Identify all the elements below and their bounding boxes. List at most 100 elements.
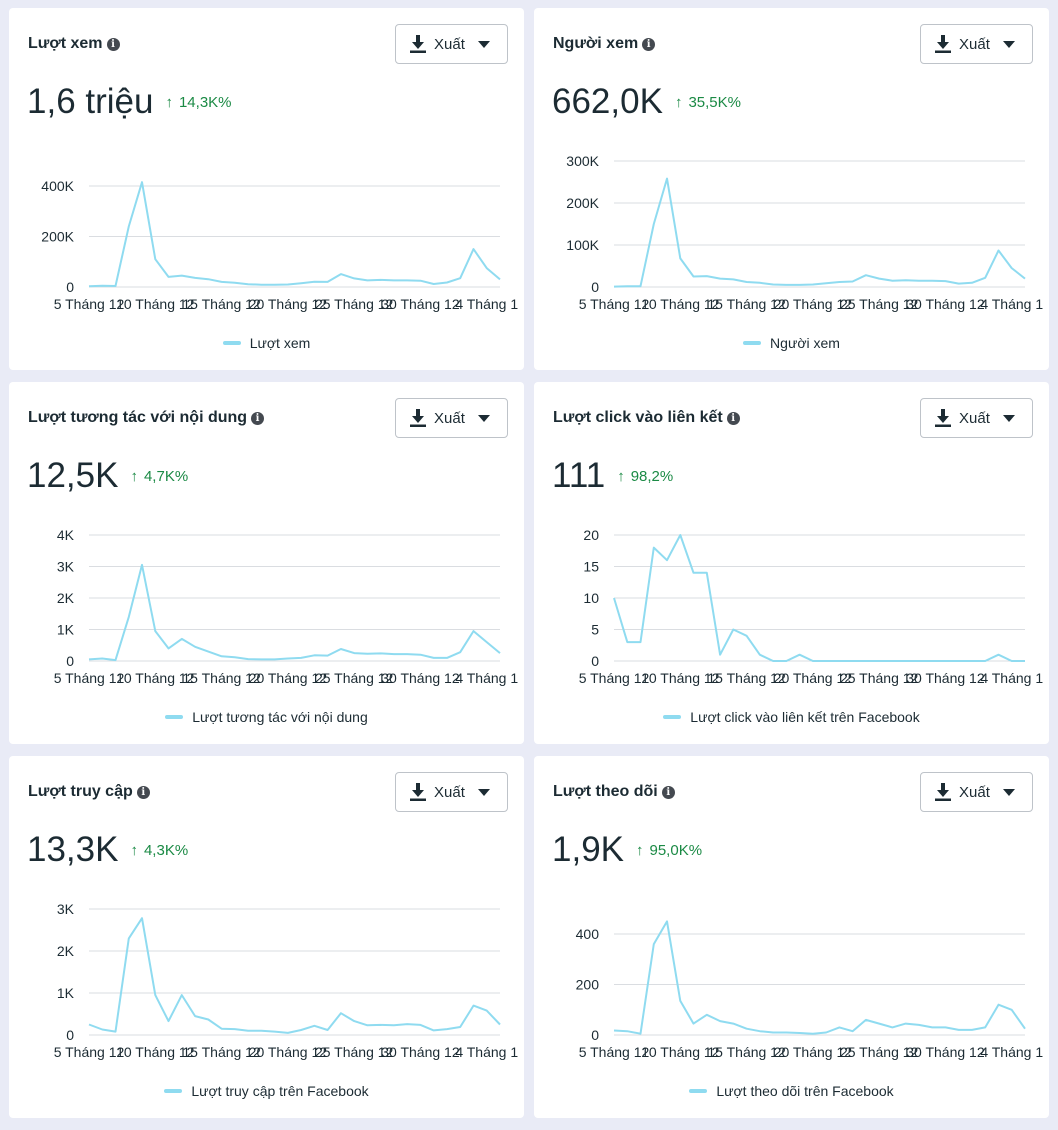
y-tick-label: 2K: [57, 943, 75, 959]
metric-value: 13,3K: [27, 830, 119, 869]
y-tick-label: 0: [591, 279, 599, 295]
card-title: Người xem i: [553, 35, 656, 53]
legend-swatch: [164, 1089, 183, 1093]
chart-legend[interactable]: Người xem: [534, 335, 1049, 351]
series-line[interactable]: [613, 177, 1026, 288]
series-line[interactable]: [613, 920, 1026, 1035]
follows-card: Lượt theo dõi i Xuất 1,9K ↑ 95,0K% 0 200 4…: [534, 756, 1049, 1118]
x-tick-label: 4 Tháng 1: [980, 1044, 1043, 1060]
export-button[interactable]: Xuất: [395, 24, 508, 64]
legend-label: Lượt theo dõi trên Facebook: [716, 1083, 894, 1099]
card-title-text: Lượt tương tác với nội dung: [28, 409, 248, 426]
export-button-label: Xuất: [959, 409, 990, 427]
x-tick-label: 20 Tháng 12: [774, 1044, 853, 1060]
x-tick-label: 4 Tháng 1: [980, 296, 1043, 312]
export-button[interactable]: Xuất: [920, 772, 1033, 812]
x-tick-label: 25 Tháng 12: [840, 296, 919, 312]
x-tick-label: 20 Tháng 12: [774, 296, 853, 312]
series-line[interactable]: [88, 181, 501, 288]
chart-legend[interactable]: Lượt xem: [9, 335, 524, 351]
y-tick-label: 3K: [57, 559, 75, 575]
info-icon[interactable]: i: [642, 37, 656, 51]
metric-change-value: 4,3K%: [143, 841, 189, 859]
card-title: Lượt theo dõi i: [553, 783, 675, 801]
y-tick-label: 3K: [57, 901, 75, 917]
y-tick-label: 0: [591, 653, 599, 669]
chart-legend[interactable]: Lượt tương tác với nội dung: [9, 709, 524, 725]
y-tick-label: 0: [66, 653, 74, 669]
x-tick-label: 5 Tháng 12: [579, 1044, 650, 1060]
metric-summary: 13,3K ↑ 4,3K%: [27, 830, 188, 870]
x-tick-label: 25 Tháng 12: [315, 296, 394, 312]
x-tick-label: 15 Tháng 12: [707, 670, 786, 686]
card-title: Lượt tương tác với nội dung i: [28, 409, 265, 427]
x-tick-label: 10 Tháng 12: [116, 670, 195, 686]
chart-legend[interactable]: Lượt truy cập trên Facebook: [9, 1083, 524, 1099]
content-interactions-card: Lượt tương tác với nội dung i Xuất 12,5K…: [9, 382, 524, 744]
legend-swatch: [165, 715, 184, 719]
metric-change-value: 35,5K%: [688, 93, 741, 111]
x-tick-label: 30 Tháng 12: [906, 670, 985, 686]
x-tick-label: 10 Tháng 12: [116, 296, 195, 312]
views-card: Lượt xem i Xuất 1,6 triệu ↑ 14,3K% 0 200K…: [9, 8, 524, 370]
series-line[interactable]: [88, 917, 501, 1034]
y-tick-label: 0: [66, 279, 74, 295]
metric-change-value: 4,7K%: [143, 467, 189, 485]
series-line[interactable]: [613, 534, 1025, 662]
metric-change: ↑ 98,2%: [617, 468, 673, 485]
y-tick-label: 400: [576, 926, 600, 942]
chart-legend[interactable]: Lượt theo dõi trên Facebook: [534, 1083, 1049, 1099]
y-tick-label: 0: [66, 1027, 74, 1043]
caret-down-icon: [477, 414, 490, 422]
metric-value: 12,5K: [27, 456, 119, 495]
y-tick-label: 200K: [41, 229, 74, 245]
x-tick-label: 10 Tháng 12: [641, 1044, 720, 1060]
legend-label: Lượt tương tác với nội dung: [192, 709, 368, 725]
metric-value: 1,6 triệu: [27, 82, 154, 121]
x-tick-label: 5 Tháng 12: [579, 670, 650, 686]
legend-swatch: [743, 341, 762, 345]
x-tick-label: 5 Tháng 12: [54, 670, 125, 686]
y-tick-label: 1K: [57, 985, 75, 1001]
x-tick-label: 30 Tháng 12: [906, 1044, 985, 1060]
export-button-label: Xuất: [434, 409, 465, 427]
info-icon[interactable]: i: [136, 785, 150, 799]
metric-change: ↑ 4,3K%: [130, 842, 188, 859]
series-line[interactable]: [88, 563, 501, 662]
metric-change: ↑ 95,0K%: [636, 842, 702, 859]
export-button[interactable]: Xuất: [920, 24, 1033, 64]
y-tick-label: 300K: [566, 153, 599, 169]
export-button[interactable]: Xuất: [395, 398, 508, 438]
y-tick-label: 400K: [41, 178, 74, 194]
x-tick-label: 20 Tháng 12: [249, 670, 328, 686]
card-title-text: Lượt click vào liên kết: [553, 409, 723, 426]
info-icon[interactable]: i: [726, 411, 740, 425]
legend-swatch: [222, 341, 241, 345]
export-button[interactable]: Xuất: [395, 772, 508, 812]
y-tick-label: 0: [591, 1027, 599, 1043]
card-title: Lượt xem i: [28, 35, 120, 53]
arrow-up-icon: ↑: [130, 841, 138, 859]
info-icon[interactable]: i: [661, 785, 675, 799]
metric-change-value: 95,0K%: [649, 841, 703, 859]
x-tick-label: 25 Tháng 12: [840, 1044, 919, 1060]
x-tick-label: 30 Tháng 12: [906, 296, 985, 312]
x-tick-label: 5 Tháng 12: [579, 296, 650, 312]
metric-change-value: 14,3K%: [178, 93, 232, 111]
metric-summary: 662,0K ↑ 35,5K%: [552, 82, 741, 122]
chart-legend[interactable]: Lượt click vào liên kết trên Facebook: [534, 709, 1049, 725]
info-icon[interactable]: i: [251, 411, 265, 425]
info-icon[interactable]: i: [106, 37, 120, 51]
x-tick-label: 25 Tháng 12: [840, 670, 919, 686]
arrow-up-icon: ↑: [130, 467, 138, 485]
visits-card: Lượt truy cập i Xuất 13,3K ↑ 4,3K% 0 1K 2K…: [9, 756, 524, 1118]
caret-down-icon: [1002, 788, 1015, 796]
download-icon: [935, 783, 951, 801]
export-button[interactable]: Xuất: [920, 398, 1033, 438]
legend-label: Người xem: [770, 335, 840, 351]
metric-value: 662,0K: [552, 82, 663, 121]
y-tick-label: 200K: [566, 195, 599, 211]
download-icon: [935, 35, 951, 53]
